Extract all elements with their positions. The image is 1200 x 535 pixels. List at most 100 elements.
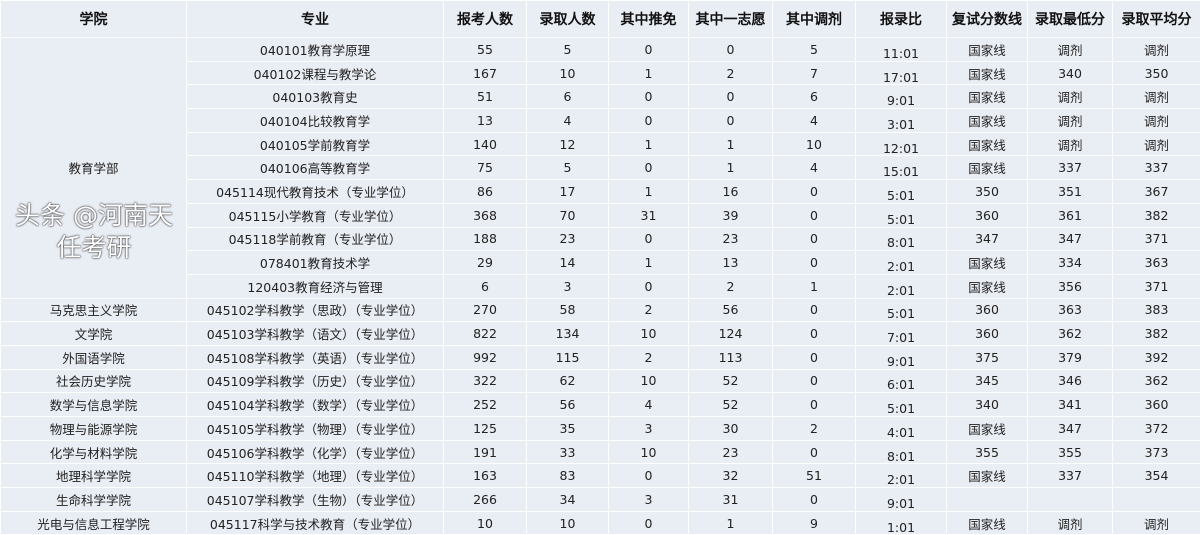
header-row: 学院 专业 报考人数 录取人数 其中推免 其中一志愿 其中调剂 报录比 复试分数线 录取最低分 录取… (0, 0, 1200, 38)
ratio-cell: 5:01 (855, 392, 947, 417)
value-cell: 363 (1027, 297, 1113, 323)
table-row: 040104比较教育学 13 4 0 0 4 3:01 国家线 调剂 调剂 (1, 108, 1200, 133)
ratio-cell: 4:01 (855, 416, 947, 441)
value-cell: 调剂 (1112, 108, 1200, 133)
value-cell: 361 (1027, 202, 1113, 228)
ratio-cell: 12:01 (855, 131, 947, 157)
value-cell: 822 (443, 321, 527, 346)
major-cell: 045104学科教学（数学）（专业学位） (186, 392, 444, 417)
column-header: 专业 (186, 0, 444, 38)
value-cell: 992 (443, 344, 527, 370)
column-header: 录取平均分 (1112, 0, 1200, 38)
value-cell: 334 (1027, 250, 1113, 275)
column-header: 录取人数 (526, 0, 609, 38)
value-cell: 调剂 (1112, 37, 1200, 62)
value-cell: 10 (443, 510, 527, 535)
ratio-cell: 1:01 (855, 510, 947, 535)
major-cell: 040103教育史 (186, 84, 444, 110)
major-cell: 078401教育技术学 (186, 250, 444, 275)
value-cell: 23 (688, 226, 773, 252)
ratio-text: 8:01 (886, 235, 916, 251)
ratio-text: 9:01 (886, 93, 916, 109)
value-cell: 16 (688, 179, 773, 204)
value-cell: 12 (526, 131, 609, 157)
ratio-cell: 9:01 (855, 344, 947, 370)
value-cell: 国家线 (946, 60, 1028, 86)
major-cell: 040101教育学原理 (186, 37, 444, 62)
value-cell: 0 (688, 108, 773, 133)
column-header: 复试分数线 (946, 0, 1028, 38)
value-cell: 0 (608, 155, 689, 181)
ratio-cell: 9:01 (855, 84, 947, 110)
column-header: 其中一志愿 (688, 0, 773, 38)
ratio-text: 9:01 (886, 353, 916, 369)
major-cell: 045105学科教学（物理）（专业学位） (186, 416, 444, 441)
value-cell: 350 (946, 179, 1028, 204)
value-cell: 340 (1027, 60, 1113, 86)
value-cell: 140 (443, 131, 527, 157)
ratio-cell: 17:01 (855, 60, 947, 86)
value-cell: 188 (443, 226, 527, 252)
value-cell (1027, 487, 1113, 512)
value-cell: 4 (526, 108, 609, 133)
value-cell: 355 (946, 439, 1028, 465)
value-cell: 340 (946, 392, 1028, 417)
ratio-text: 2:01 (886, 282, 916, 298)
value-cell: 0 (772, 321, 856, 346)
value-cell: 33 (526, 439, 609, 465)
table-row: 教育学部 040101教育学原理 55 5 0 0 5 11:01 国家线 调剂 调剂 (0, 37, 1200, 299)
ratio-text: 8:01 (886, 448, 916, 464)
value-cell: 351 (1027, 179, 1113, 204)
major-cell: 045115小学教育（专业学位） (186, 202, 444, 228)
ratio-text: 15:01 (882, 164, 920, 180)
table-row: 040102课程与教学论 167 10 1 2 7 17:01 国家线 340 350 (1, 60, 1200, 86)
column-header: 报考人数 (443, 0, 527, 38)
value-cell: 0 (608, 84, 689, 110)
value-cell: 4 (608, 392, 689, 417)
table-row: 外国语学院 045108学科教学（英语）（专业学位） 992 115 2 113 0 9:01… (0, 344, 1200, 370)
value-cell: 13 (443, 108, 527, 133)
value-cell: 调剂 (1027, 84, 1113, 110)
value-cell: 191 (443, 439, 527, 465)
ratio-cell: 3:01 (855, 108, 947, 133)
value-cell: 调剂 (1112, 84, 1200, 110)
value-cell: 337 (1112, 155, 1200, 181)
value-cell: 31 (608, 202, 689, 228)
ratio-text: 5:01 (886, 306, 916, 322)
value-cell: 125 (443, 416, 527, 441)
value-cell: 10 (526, 60, 609, 86)
major-cell: 045106学科教学（化学）（专业学位） (186, 439, 444, 465)
value-cell: 62 (526, 368, 609, 394)
major-cell: 045103学科教学（语文）（专业学位） (186, 321, 444, 346)
ratio-cell: 15:01 (855, 155, 947, 181)
ratio-cell: 7:01 (855, 321, 947, 346)
value-cell: 调剂 (1112, 131, 1200, 157)
major-cell: 045114现代教育技术（专业学位） (186, 179, 444, 204)
ratio-text: 6:01 (886, 377, 916, 393)
value-cell: 0 (608, 226, 689, 252)
value-cell: 23 (688, 439, 773, 465)
value-cell: 367 (1112, 179, 1200, 204)
value-cell: 国家线 (946, 37, 1028, 62)
value-cell: 372 (1112, 416, 1200, 441)
college-cell: 生命科学学院 (0, 487, 187, 512)
watermark: 头条 @河南天任考研 (15, 201, 173, 262)
value-cell: 0 (772, 250, 856, 275)
value-cell: 0 (608, 510, 689, 535)
ratio-cell: 2:01 (855, 250, 947, 275)
value-cell: 3 (526, 273, 609, 299)
value-cell: 0 (772, 226, 856, 252)
value-cell: 5 (526, 155, 609, 181)
value-cell: 360 (1112, 392, 1200, 417)
value-cell: 252 (443, 392, 527, 417)
value-cell: 2 (772, 416, 856, 441)
value-cell: 2 (608, 344, 689, 370)
ratio-text: 7:01 (886, 330, 916, 346)
value-cell: 124 (688, 321, 773, 346)
value-cell: 51 (772, 463, 856, 489)
value-cell: 1 (688, 510, 773, 535)
ratio-text: 2:01 (886, 472, 916, 488)
value-cell: 345 (946, 368, 1028, 394)
value-cell: 国家线 (946, 155, 1028, 181)
value-cell: 1 (688, 155, 773, 181)
